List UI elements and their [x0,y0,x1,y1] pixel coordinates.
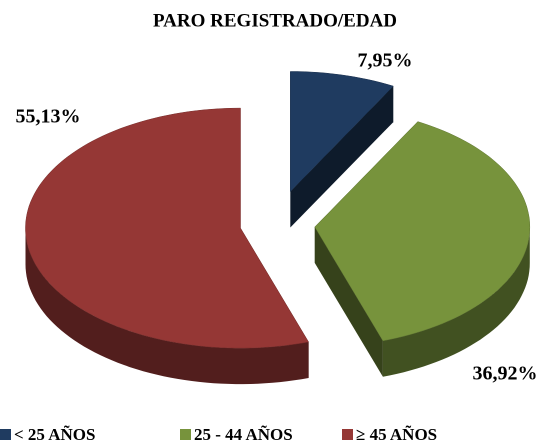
legend-label: < 25 AÑOS [14,425,95,444]
legend-label: 25 - 44 AÑOS [194,425,293,444]
slice-outer-side [382,227,530,377]
chart-title: PARO REGISTRADO/EDAD [153,10,397,31]
slice [290,71,394,193]
slice-outer-side [25,228,309,385]
legend-swatch [0,429,11,440]
value-label: 55,13% [16,106,81,128]
value-label: 36,92% [473,363,538,385]
legend-swatch [342,429,353,440]
slice [25,107,310,349]
value-label: 7,95% [358,50,413,72]
slice-radial-side [290,86,394,228]
legend-label: ≥ 45 AÑOS [356,425,437,444]
legend-swatch [180,429,191,440]
slice-radial-side [314,227,383,377]
slice [314,121,531,342]
